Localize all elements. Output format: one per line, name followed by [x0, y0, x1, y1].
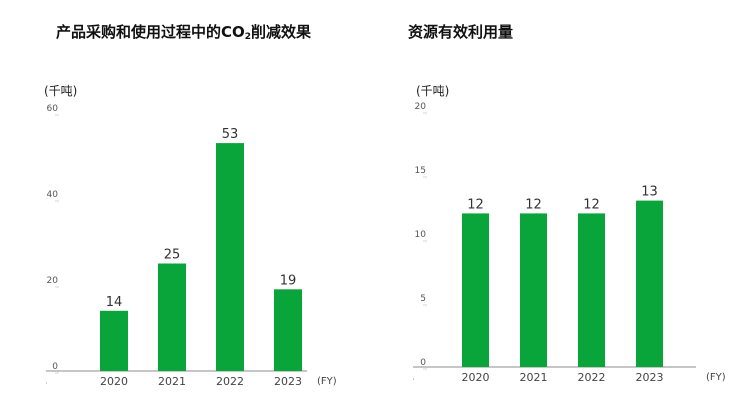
- y-tick-label: 20: [47, 276, 59, 286]
- bar: [578, 213, 605, 367]
- bar-value-label: 25: [164, 248, 181, 263]
- bar-value-label: 53: [222, 127, 239, 142]
- x-tick-label: 2020: [100, 375, 128, 388]
- chart-title-tail: 削减效果: [251, 23, 312, 41]
- bar-value-label: 19: [280, 273, 297, 288]
- y-tick-label: 5: [420, 294, 426, 304]
- y-tick-label: 0: [52, 362, 58, 372]
- co2-reduction-chart-panel: 产品采购和使用过程中的CO2削减效果 (千吨) 0 20 40 60 14 2020 25 2…: [44, 21, 337, 388]
- chart-title-subscript: 2: [244, 32, 252, 42]
- x-tick-label: 2021: [158, 375, 186, 388]
- co2-reduction-bar-chart: 0 20 40 60 14 2020 25 2021 53 2022 19 2023 (FY): [46, 104, 337, 388]
- resource-utilization-bar-chart: 0 5 10 15 20 12 2020 12 2021 12 2022 13 2023 (FY): [413, 102, 726, 384]
- bar-value-label: 12: [525, 197, 542, 212]
- y-tick-label: 40: [47, 190, 59, 200]
- bar: [462, 213, 489, 367]
- x-tick-label: 2020: [462, 371, 490, 384]
- chart-title: 产品采购和使用过程中的CO2削减效果: [56, 21, 311, 42]
- bar: [216, 143, 244, 371]
- x-axis-unit-label: (FY): [706, 372, 726, 383]
- x-tick-label: 2022: [216, 375, 244, 388]
- bar-value-label: 14: [106, 295, 123, 310]
- x-axis-unit-label: (FY): [317, 376, 337, 387]
- y-axis-unit-label: (千吨): [44, 84, 78, 98]
- y-axis-unit-label: (千吨): [416, 84, 450, 98]
- y-tick-label: 10: [415, 230, 427, 240]
- bar: [274, 289, 302, 371]
- chart-title: 资源有效利用量: [408, 23, 514, 41]
- y-tick-label: 60: [47, 104, 59, 114]
- x-tick-label: 2021: [520, 371, 548, 384]
- x-tick-label: 2023: [274, 375, 302, 388]
- bar: [100, 310, 128, 371]
- bar: [636, 200, 663, 367]
- x-tick-label: 2022: [578, 371, 606, 384]
- bar-value-label: 13: [641, 185, 658, 200]
- bar-value-label: 12: [467, 197, 484, 212]
- y-tick-label: 20: [415, 102, 427, 112]
- x-tick-label: 2023: [636, 371, 664, 384]
- y-tick-label: 15: [415, 166, 426, 176]
- bar: [520, 213, 547, 367]
- resource-utilization-chart-panel: 资源有效利用量 (千吨) 0 5 10 15 20 12 2020 12 2021 12 2022 1…: [368, 0, 736, 410]
- y-tick-label: 0: [420, 358, 426, 368]
- bar: [158, 263, 186, 371]
- bar-value-label: 12: [583, 197, 600, 212]
- chart-title-main: 产品采购和使用过程中的CO: [56, 23, 245, 41]
